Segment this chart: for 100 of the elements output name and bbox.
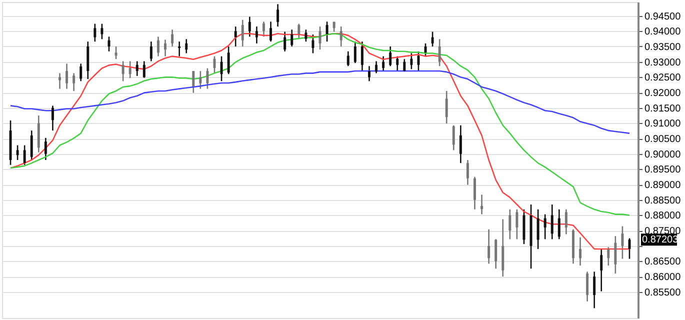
candlestick xyxy=(452,124,455,151)
candlestick xyxy=(227,46,230,75)
candlestick xyxy=(248,16,251,38)
candlestick xyxy=(326,20,328,42)
candlestick xyxy=(600,248,603,292)
candlestick xyxy=(396,56,399,72)
y-tick-label: 0.89000 xyxy=(644,180,682,192)
candlestick xyxy=(94,23,96,42)
candlestick xyxy=(459,124,462,164)
candlestick xyxy=(66,63,68,90)
y-tick-label: 0.89500 xyxy=(644,164,682,176)
candlestick xyxy=(318,26,322,50)
candlestick xyxy=(142,60,146,78)
candlestick xyxy=(199,70,202,90)
candlestick xyxy=(171,28,174,48)
candlestick xyxy=(382,56,385,72)
candlestick xyxy=(220,56,223,82)
candlestick xyxy=(80,63,82,82)
candlestick xyxy=(614,235,617,274)
y-tick-label: 0.94500 xyxy=(644,11,682,22)
candlestick xyxy=(354,40,356,64)
y-tick-label: 0.88000 xyxy=(644,210,682,222)
candlestick xyxy=(516,208,518,240)
candlestick xyxy=(206,68,209,90)
candlestick xyxy=(51,105,54,132)
candlestick xyxy=(389,46,392,67)
annotation: 0.87203 xyxy=(642,234,679,246)
candlestick xyxy=(558,208,560,240)
candlestick xyxy=(621,226,624,260)
candlestick xyxy=(494,238,498,270)
candlestick xyxy=(360,40,364,72)
candlestick xyxy=(312,34,314,54)
candlestick xyxy=(508,208,512,240)
y-tick-label: 0.90000 xyxy=(644,149,682,160)
candlestick xyxy=(628,238,631,260)
y-tick-label: 0.91000 xyxy=(644,118,682,130)
candlestick xyxy=(150,40,152,62)
candlestick xyxy=(550,204,554,240)
candlestick xyxy=(466,159,469,186)
candlestick xyxy=(480,194,484,215)
candlestick xyxy=(58,72,62,90)
y-tick-label: 0.93500 xyxy=(644,42,682,53)
candlestick xyxy=(270,20,272,42)
y-tick-label: 0.91500 xyxy=(644,103,682,114)
candlestick xyxy=(30,130,33,161)
candlestick xyxy=(445,90,448,124)
candlestick xyxy=(438,38,441,67)
candlestick xyxy=(375,60,378,74)
y-tick-label: 0.90500 xyxy=(644,134,682,146)
candlestick xyxy=(473,176,476,210)
y-tick-label: 0.92500 xyxy=(644,72,682,84)
y-tick-label: 0.92000 xyxy=(644,88,682,100)
candlestick xyxy=(424,42,427,57)
candlestick xyxy=(100,23,104,40)
candlestick xyxy=(578,236,582,266)
candlestick xyxy=(410,52,413,70)
candlestick xyxy=(114,46,118,60)
candlestick xyxy=(122,60,124,82)
candlestick xyxy=(136,60,138,77)
candlestick xyxy=(403,58,406,72)
y-tick-label: 0.85500 xyxy=(644,287,682,298)
candlestick xyxy=(544,214,546,240)
candlestick xyxy=(586,271,589,302)
candlestick xyxy=(304,28,308,42)
y-tick-label: 0.86000 xyxy=(644,272,682,284)
candlestick xyxy=(44,137,47,161)
candlestick xyxy=(234,26,237,48)
y-tick-label: 0.88500 xyxy=(644,195,682,206)
candlestick xyxy=(164,39,167,57)
candlestick xyxy=(192,70,195,94)
candlestick xyxy=(23,144,26,166)
candlestick xyxy=(346,50,350,67)
candlestick xyxy=(290,28,294,48)
candlestick xyxy=(255,26,258,44)
y-tick-label: 0.86500 xyxy=(644,256,682,268)
candlestick xyxy=(284,31,286,52)
candlestick xyxy=(431,31,434,48)
y-tick-label: 0.93000 xyxy=(644,57,682,68)
candlestick xyxy=(185,38,188,54)
candlestick xyxy=(593,271,596,309)
candlestick xyxy=(262,20,265,38)
candlestick xyxy=(607,246,610,266)
candlestick xyxy=(298,23,300,40)
candlestick xyxy=(16,144,19,161)
candlestick xyxy=(128,60,132,79)
candlestick xyxy=(417,50,420,72)
candlestick xyxy=(536,208,540,250)
candlestick xyxy=(276,4,280,28)
candlestick xyxy=(108,36,110,52)
candlestick xyxy=(340,26,342,48)
candlestick xyxy=(488,228,490,264)
y-tick-label: 0.94000 xyxy=(644,26,682,38)
candlestick xyxy=(564,208,568,235)
candlestick xyxy=(368,65,370,82)
candlestick xyxy=(332,20,336,32)
candlestick xyxy=(213,56,216,74)
candlestick xyxy=(178,40,181,57)
candlestick xyxy=(72,72,76,92)
candlestick xyxy=(156,36,160,57)
candlestick xyxy=(241,19,244,48)
